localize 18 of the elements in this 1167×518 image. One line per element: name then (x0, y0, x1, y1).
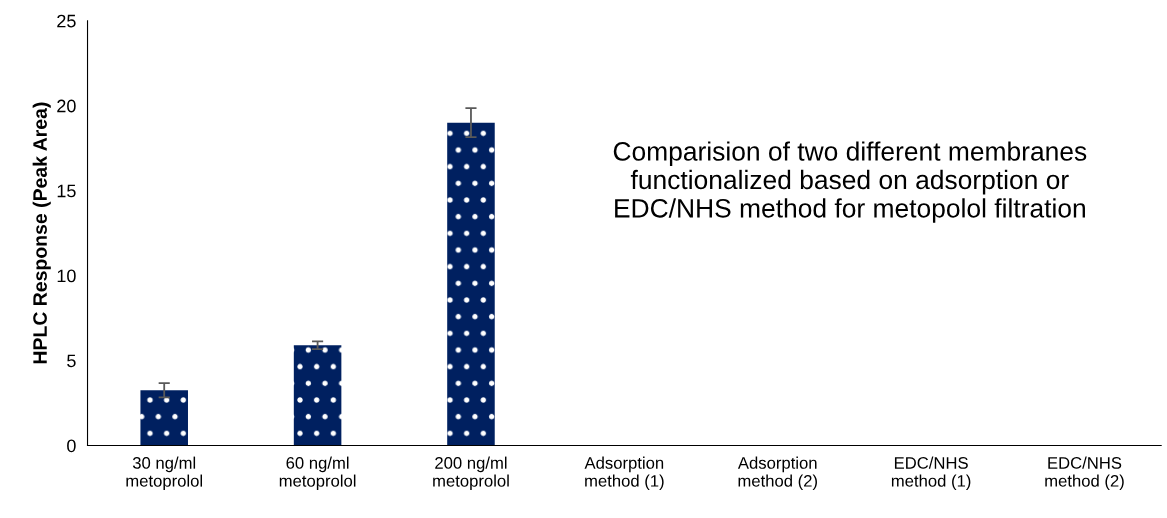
y-tick-label: 5 (67, 354, 76, 368)
x-tick-label: 200 ng/ml metoprolol (433, 456, 509, 491)
x-tick-label: Adsorption method (1) (584, 456, 664, 491)
annotation: Comparision of two different membranes functionalized based on adsorption or EDC/NHS method for metopolol filtration (613, 141, 1087, 223)
y-tick-label: 15 (57, 184, 76, 198)
bar (293, 345, 342, 446)
bar (140, 390, 188, 446)
x-tick-label: EDC/NHS method (1) (891, 456, 971, 491)
x-tick-label: 30 ng/ml metoprolol (126, 456, 203, 491)
y-axis-title: HPLC Response (Peak Area) (32, 102, 51, 364)
y-tick-label: 10 (57, 269, 76, 283)
x-tick-label: Adsorption method (2) (737, 456, 817, 491)
x-tick-label: EDC/NHS method (2) (1045, 456, 1124, 491)
bar (447, 122, 495, 446)
y-tick-label: 20 (57, 99, 76, 113)
y-tick-label: 0 (67, 439, 76, 453)
x-tick-label: 60 ng/ml metoprolol (279, 456, 356, 491)
y-tick-label: 25 (57, 14, 76, 28)
